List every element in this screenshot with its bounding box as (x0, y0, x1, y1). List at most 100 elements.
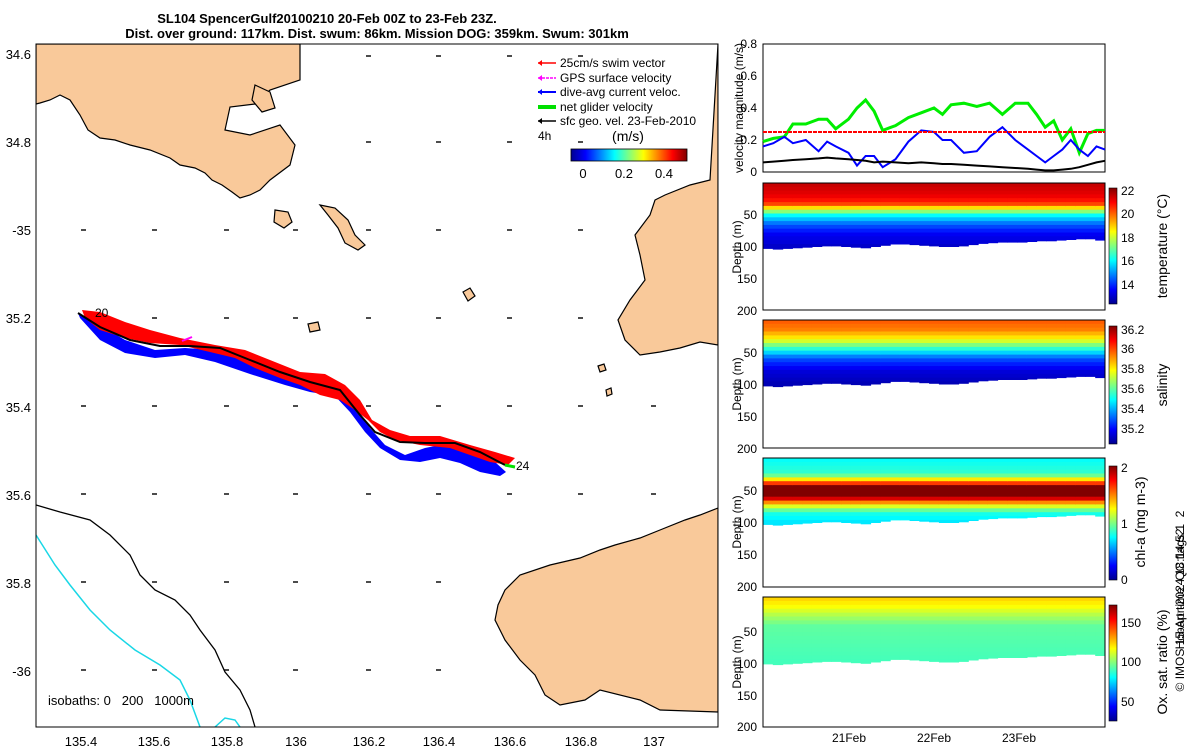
section-cell (811, 366, 823, 371)
section-cell (802, 343, 813, 348)
section-cell (899, 320, 911, 325)
lat-tick: -35 (12, 223, 31, 238)
section-cell (997, 481, 1008, 486)
depth-tick: 150 (737, 689, 757, 703)
section-cell (958, 339, 969, 344)
section-cell (763, 224, 774, 230)
section-cell (860, 659, 872, 664)
lat-tick: 34.8 (6, 135, 31, 150)
oxygen-colorbar (1108, 604, 1118, 722)
section-cell (870, 465, 881, 471)
section-cell (821, 202, 832, 207)
section-cell (890, 465, 901, 471)
section-cell (1095, 224, 1105, 230)
section-cell (968, 209, 979, 214)
section-cell (1017, 655, 1028, 658)
section-cell (782, 651, 793, 656)
section-cell (938, 620, 950, 625)
section-cell (880, 461, 891, 467)
section-cell (919, 373, 930, 379)
section-cell (782, 186, 793, 192)
section-cell (909, 477, 920, 482)
section-cell (1036, 190, 1047, 195)
section-cell (987, 632, 999, 637)
section-cell (880, 362, 891, 367)
section-cell (821, 516, 832, 521)
section-cell (929, 240, 940, 245)
section-cell (821, 492, 832, 498)
section-cell (880, 209, 891, 214)
section-cell (880, 492, 891, 498)
section-cell (929, 477, 940, 482)
section-cell (821, 335, 832, 340)
section-cell (782, 350, 793, 355)
section-cell (948, 354, 960, 359)
section-cell (978, 240, 989, 244)
section-cell (782, 240, 793, 245)
section-cell (841, 481, 852, 486)
section-cell (802, 194, 813, 199)
section-cell (1056, 228, 1067, 233)
section-cell (831, 628, 842, 633)
section-cell (860, 323, 872, 329)
section-cell (1056, 217, 1067, 222)
section-cell (841, 236, 852, 241)
section-cell (909, 224, 920, 230)
section-cell (860, 489, 872, 494)
section-cell (1085, 331, 1096, 336)
section-cell (821, 612, 832, 617)
section-cell (1007, 323, 1018, 329)
section-cell (968, 651, 979, 656)
section-cell (782, 500, 793, 505)
section-cell (1095, 194, 1105, 199)
section-cell (958, 519, 969, 523)
section-cell (870, 624, 881, 629)
section-cell (880, 335, 891, 340)
section-cell (958, 643, 969, 649)
section-cell (890, 643, 901, 649)
section-cell (997, 198, 1008, 203)
section-cell (948, 202, 960, 207)
section-cell (929, 500, 940, 505)
section-cell (938, 186, 950, 192)
section-cell (802, 377, 813, 382)
section-cell (870, 354, 881, 359)
section-cell (919, 358, 930, 363)
section-cell (1026, 469, 1038, 474)
section-cell (899, 469, 911, 474)
section-cell (919, 221, 930, 226)
section-cell (968, 659, 979, 661)
section-cell (763, 508, 774, 513)
section-cell (1095, 651, 1105, 656)
section-cell (1007, 600, 1018, 606)
section-cell (938, 604, 950, 610)
section-cell (1026, 508, 1038, 513)
section-cell (763, 202, 774, 207)
section-cell (880, 232, 891, 237)
section-cell (978, 354, 989, 359)
section-cell (1065, 512, 1077, 516)
section-cell (978, 320, 989, 325)
section-cell (1085, 500, 1096, 505)
section-cell (1017, 489, 1028, 494)
section-cell (968, 477, 979, 482)
section-cell (948, 519, 960, 523)
section-cell (831, 458, 842, 463)
section-cell (948, 224, 960, 230)
section-cell (1075, 597, 1087, 602)
section-cell (919, 628, 930, 633)
section-cell (782, 659, 793, 664)
section-cell (1056, 320, 1067, 325)
section-cell (802, 369, 813, 375)
section-cell (968, 632, 979, 637)
land-island-c (462, 287, 476, 302)
section-cell (1026, 221, 1038, 226)
land-island-d (307, 321, 321, 333)
section-cell (782, 209, 793, 214)
section-cell (890, 512, 901, 517)
section-cell (1085, 461, 1096, 467)
oxygen-colorbar-label: Ox. sat. ratio (%) (1154, 609, 1170, 714)
section-cell (899, 473, 911, 478)
section-cell (860, 183, 872, 188)
section-cell (1075, 473, 1087, 478)
